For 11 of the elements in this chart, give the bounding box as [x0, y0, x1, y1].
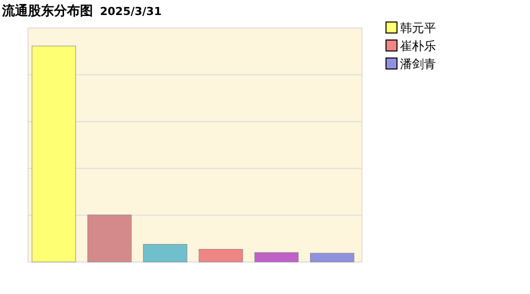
bar [32, 46, 76, 262]
chart-title: 流通股东分布图 [1, 3, 93, 19]
bar [87, 214, 132, 262]
bar [198, 249, 243, 262]
chart-subtitle: 2025/3/31 [100, 5, 162, 18]
legend-label: 韩元平 [400, 21, 436, 35]
legend-label: 崔朴乐 [400, 39, 436, 53]
bar [143, 244, 188, 262]
bar [254, 252, 299, 262]
legend-label: 潘剑青 [400, 57, 436, 71]
bar [310, 252, 354, 262]
